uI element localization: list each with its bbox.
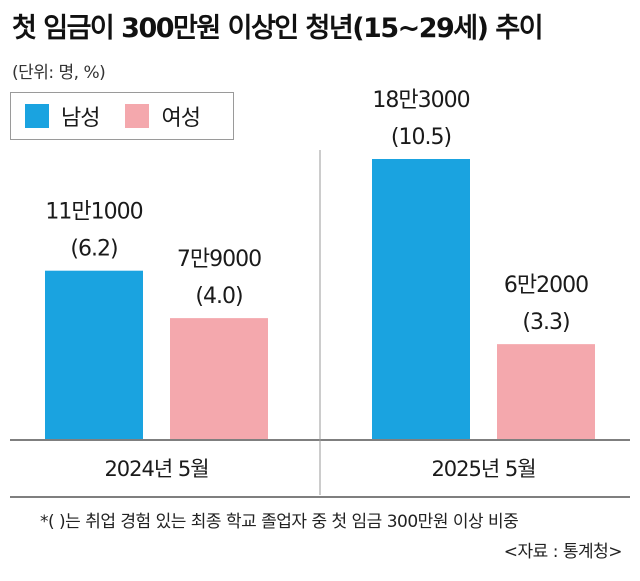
legend-label-male: 남성 [61, 106, 100, 131]
bar-male-1 [372, 159, 470, 439]
unit-label: (단위: 명, %) [12, 63, 106, 83]
share-label: (4.0) [195, 284, 242, 309]
category-label: 2024년 5월 [104, 457, 208, 481]
legend-item-male: 남성 [25, 100, 100, 132]
footnote: *( )는 취업 경험 있는 최종 학교 졸업자 중 첫 임금 300만원 이상… [40, 512, 519, 532]
value-label: 7만9000 [177, 247, 261, 272]
bar-female-0 [170, 318, 268, 439]
legend-swatch-female [125, 104, 150, 128]
legend-swatch-male [25, 104, 49, 128]
category-label: 2025년 5월 [431, 457, 535, 481]
legend: 남성 여성 [10, 92, 234, 140]
legend-item-female: 여성 [125, 100, 201, 132]
value-label: 11만1000 [45, 200, 142, 225]
chart-title: 첫 임금이 300만원 이상인 청년(15~29세) 추이 [12, 13, 544, 44]
value-label: 18만3000 [372, 88, 469, 113]
share-label: (10.5) [391, 125, 451, 150]
bar-female-1 [497, 344, 595, 439]
bar-male-0 [45, 270, 143, 439]
value-label: 6만2000 [504, 273, 588, 298]
source-label: <자료 : 통계청> [503, 542, 623, 562]
share-label: (3.3) [522, 310, 569, 335]
legend-label-female: 여성 [161, 106, 200, 131]
share-label: (6.2) [70, 237, 117, 262]
